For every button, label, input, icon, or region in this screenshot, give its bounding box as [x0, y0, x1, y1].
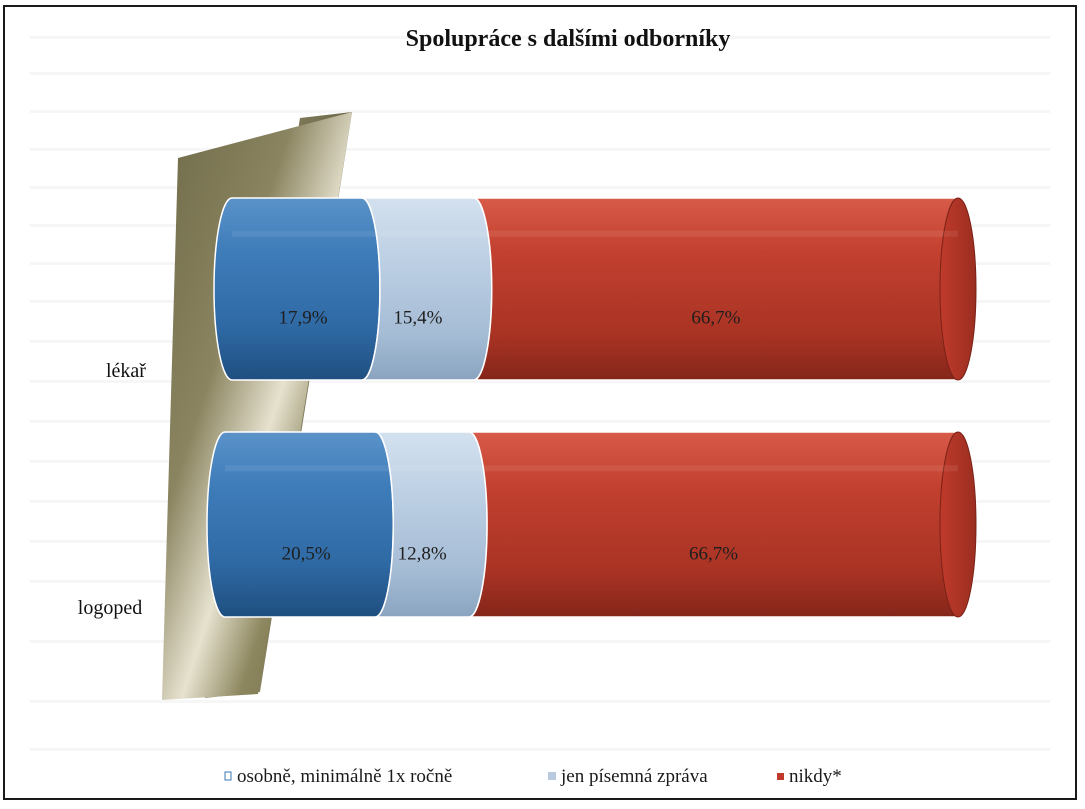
bars-layer: 17,9% 15,4% 66,7% 20,5% 12,8% 66,7% — [206, 197, 977, 618]
legend-label-1: jen písemná zpráva — [560, 766, 708, 787]
chart-legend: osobně, minimálně 1x ročně jen písemná zp… — [224, 766, 842, 787]
bar-end-cap-1 — [939, 431, 977, 618]
legend-swatch-1 — [548, 772, 556, 780]
data-label-0-2: 66,7% — [691, 308, 740, 329]
bar-segment-1-2 — [468, 431, 977, 618]
data-label-1-2: 66,7% — [689, 544, 738, 565]
bar-highlight-0 — [232, 230, 958, 237]
legend-swatch-2 — [777, 773, 784, 780]
legend-label-0: osobně, minimálně 1x ročně — [237, 766, 452, 787]
data-label-1-0: 20,5% — [282, 544, 331, 565]
background-text-line — [30, 748, 1050, 751]
category-label-lekar: lékař — [106, 360, 146, 382]
bar-end-cap-0 — [939, 197, 977, 381]
bar-segment-1-0 — [206, 431, 394, 618]
background-text-line — [30, 148, 1050, 151]
bar-segment-0-2 — [473, 197, 977, 381]
data-label-1-1: 12,8% — [398, 544, 447, 565]
bar-highlight-1 — [225, 465, 958, 472]
legend-label-2: nikdy* — [789, 766, 842, 787]
legend-swatch-0 — [224, 771, 232, 781]
category-label-logoped: logoped — [78, 597, 142, 619]
background-text-line — [30, 72, 1050, 75]
data-label-0-0: 17,9% — [278, 308, 327, 329]
data-label-0-1: 15,4% — [393, 308, 442, 329]
bar-segment-0-0 — [213, 197, 381, 381]
background-text-line — [30, 700, 1050, 703]
chart-title: Spolupráce s dalšími odborníky — [406, 26, 731, 52]
background-text-line — [30, 110, 1050, 113]
bar-segment-0-1 — [361, 197, 493, 381]
